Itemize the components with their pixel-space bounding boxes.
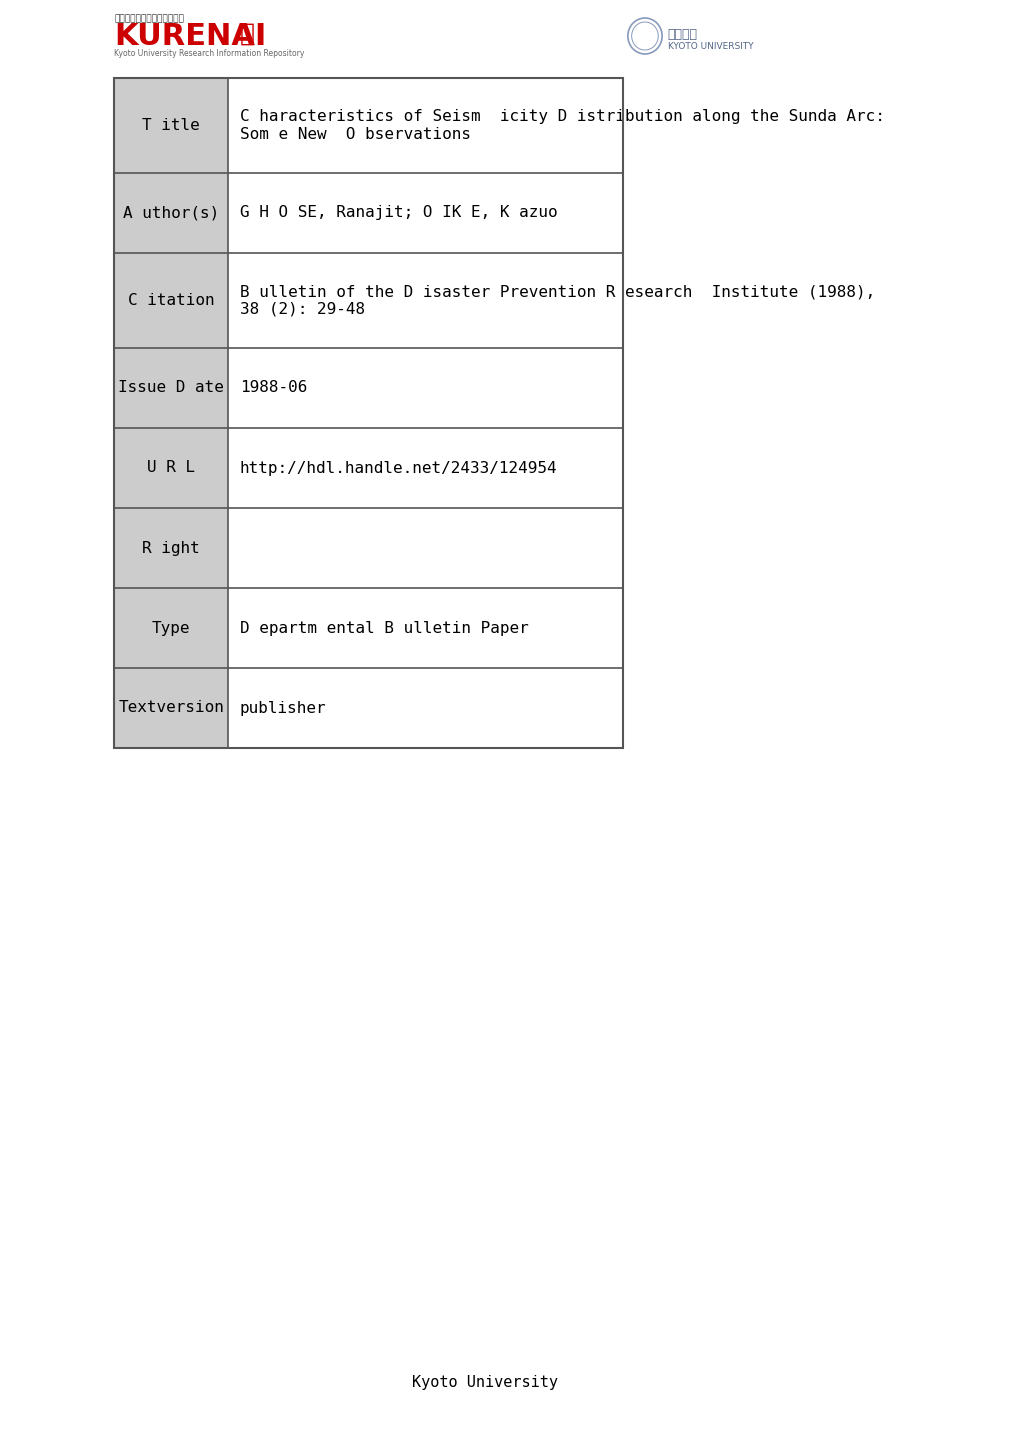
Bar xyxy=(228,173,623,253)
Bar xyxy=(228,348,623,429)
Text: D epartm ental B ulletin Paper: D epartm ental B ulletin Paper xyxy=(239,620,528,635)
Text: Textversion: Textversion xyxy=(118,700,224,716)
Text: publisher: publisher xyxy=(239,700,326,716)
Text: U R L: U R L xyxy=(147,460,195,476)
Bar xyxy=(228,78,623,173)
Bar xyxy=(228,253,623,348)
Bar xyxy=(228,508,623,587)
Text: 京都大学学術情報リポジトリ: 京都大学学術情報リポジトリ xyxy=(114,14,183,23)
Bar xyxy=(114,668,228,747)
Bar xyxy=(114,429,228,508)
Bar xyxy=(228,587,623,668)
Bar xyxy=(114,253,228,348)
Text: T itle: T itle xyxy=(143,118,200,133)
Bar xyxy=(114,78,623,747)
Text: KURENAI: KURENAI xyxy=(114,22,266,51)
Text: Issue D ate: Issue D ate xyxy=(118,381,224,395)
Bar xyxy=(228,429,623,508)
Bar xyxy=(114,508,228,587)
Text: G H O SE, Ranajit; O IK E, K azuo: G H O SE, Ranajit; O IK E, K azuo xyxy=(239,205,556,221)
Text: 京都大学: 京都大学 xyxy=(667,27,697,40)
Bar xyxy=(114,78,228,173)
Text: KYOTO UNIVERSITY: KYOTO UNIVERSITY xyxy=(667,42,753,51)
Bar xyxy=(228,668,623,747)
Text: 1988-06: 1988-06 xyxy=(239,381,307,395)
Text: C haracteristics of Seism  icity D istribution along the Sunda Arc:
Som e New  O: C haracteristics of Seism icity D istrib… xyxy=(239,110,883,141)
Text: A uthor(s): A uthor(s) xyxy=(123,205,219,221)
Text: http://hdl.handle.net/2433/124954: http://hdl.handle.net/2433/124954 xyxy=(239,460,556,476)
Bar xyxy=(114,587,228,668)
Text: C itation: C itation xyxy=(127,293,214,307)
Text: Kyoto University: Kyoto University xyxy=(412,1375,557,1391)
Text: Type: Type xyxy=(152,620,191,635)
Text: B ulletin of the D isaster Prevention R esearch  Institute (1988),
38 (2): 29-48: B ulletin of the D isaster Prevention R … xyxy=(239,284,874,316)
Bar xyxy=(114,173,228,253)
Bar xyxy=(114,348,228,429)
Text: 紅: 紅 xyxy=(223,22,255,46)
Text: R ight: R ight xyxy=(143,541,200,556)
Text: Kyoto University Research Information Repository: Kyoto University Research Information Re… xyxy=(114,49,305,58)
